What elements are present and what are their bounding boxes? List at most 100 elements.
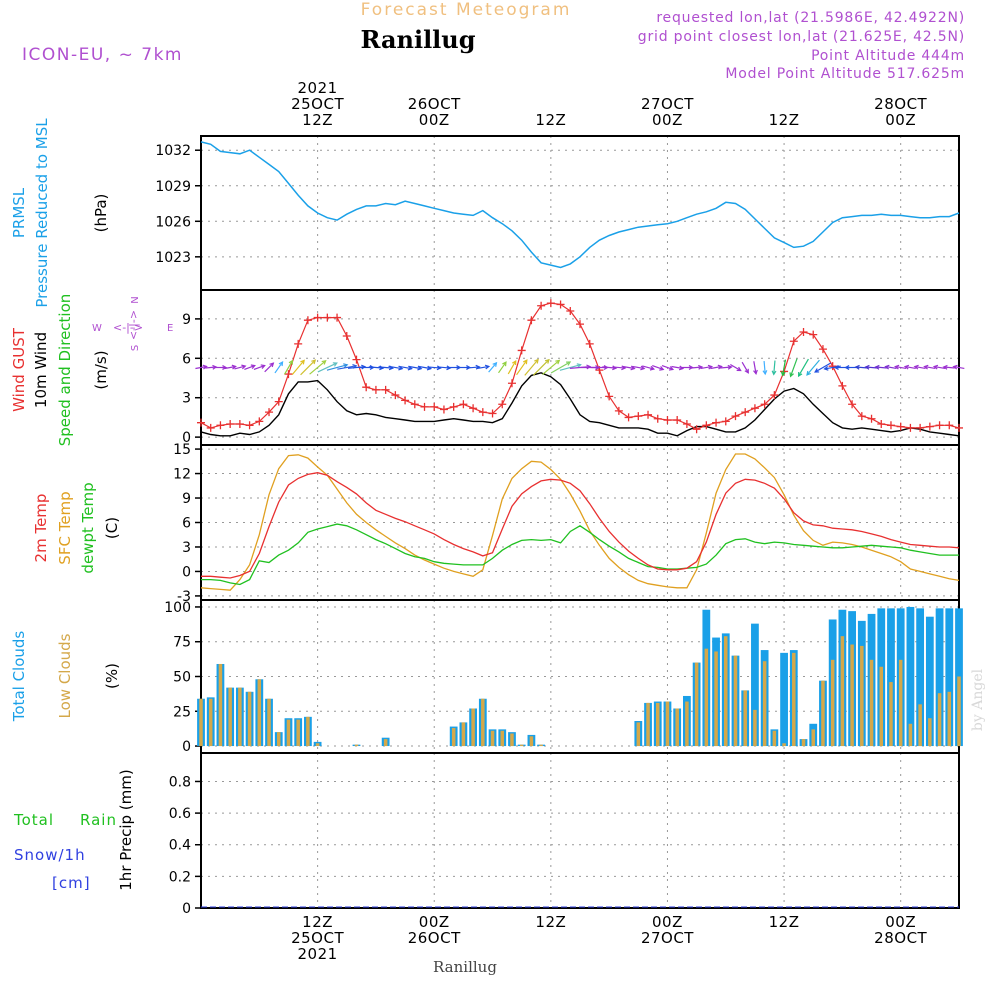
requested-coords: requested lon,lat (21.5986E, 42.4922N) (656, 10, 965, 26)
low-cloud-bar (918, 704, 922, 747)
gust-marker (721, 417, 730, 426)
wind-gust-label: Wind GUST (10, 327, 28, 412)
arrow-shaft (661, 364, 674, 371)
arrow-shaft (632, 365, 645, 370)
wind-direction-arrow (542, 359, 561, 376)
low-cloud-bar (898, 659, 903, 747)
arrow-head (250, 364, 256, 370)
wind-direction-arrow (797, 358, 809, 378)
arrow-head (640, 365, 646, 371)
compass-rose: W E <-|-> N S <-|-> (92, 296, 173, 351)
arrow-head (202, 364, 208, 370)
arrow-head (659, 366, 665, 371)
wind-direction-arrow (894, 364, 907, 370)
arrow-head (780, 371, 786, 377)
dewpt-label: dewpt Temp (79, 482, 97, 573)
low-cloud-bar (461, 722, 466, 747)
compass-w: W (92, 323, 102, 334)
arrow-head (678, 365, 685, 371)
wind-direction-arrow (524, 358, 539, 376)
gust-marker (770, 391, 779, 400)
arrow-head (727, 364, 733, 370)
arrow-shaft (885, 365, 897, 370)
wind-direction-arrow (642, 365, 656, 371)
gust-marker (673, 416, 682, 425)
wind-ytick-label: 9 (182, 312, 191, 328)
arrow-head (744, 368, 749, 374)
gust-marker (682, 419, 691, 428)
arrow-head (736, 366, 742, 372)
low-cloud-bar (451, 727, 456, 747)
celsius-label: (C) (103, 517, 121, 539)
arrow-shaft (488, 362, 497, 373)
prmsl-label: PRMSL (10, 187, 28, 238)
top-tick-label: 00Z (885, 111, 916, 129)
gust-marker (605, 392, 614, 401)
grid-coords: grid point closest lon,lat (21.625E, 42.… (638, 29, 965, 45)
gust-marker (877, 419, 886, 428)
gust-marker (362, 383, 371, 392)
wind-direction-arrow (516, 359, 528, 376)
low-cloud-bar (762, 661, 767, 747)
total-cloud-bar (945, 608, 954, 747)
wind-direction-arrow (700, 364, 714, 370)
compass-n: N (130, 296, 141, 303)
low-cloud-bar (685, 701, 689, 747)
pressure-ytick-label: 1029 (155, 179, 191, 195)
wind-direction-arrow (326, 363, 349, 371)
gust-marker (274, 397, 283, 406)
bottom-tick-label: 00Z (885, 913, 916, 931)
arrow-shaft (244, 365, 256, 370)
wind-direction-arrow (234, 364, 247, 370)
gust-marker (546, 299, 555, 308)
arrow-shaft (507, 360, 517, 375)
clouds-ytick-label: 50 (173, 670, 191, 686)
wind-direction-arrow (488, 361, 498, 373)
wind-direction-arrow (632, 365, 646, 371)
wind-direction-arrow (205, 364, 218, 370)
gust-marker (342, 331, 351, 340)
top-tick-label: 12Z (302, 111, 333, 129)
gust-marker (459, 400, 468, 409)
bottom-tick-label: 26OCT (408, 929, 461, 947)
wind-10m-label: 10m Wind (32, 332, 50, 408)
wind-direction-arrow (789, 358, 798, 378)
temp-ytick-label: 9 (182, 491, 191, 507)
low-cloud-bar (267, 698, 271, 747)
precip-ytick-label: 0.2 (169, 869, 191, 885)
wind-ytick-label: 3 (182, 391, 191, 407)
wind-direction-arrow (317, 362, 338, 373)
arrow-shaft (408, 365, 422, 370)
low-cloud-bar (655, 702, 660, 747)
arrow-shaft (337, 365, 357, 370)
arrow-shaft (300, 359, 316, 376)
wind-direction-arrow (806, 359, 820, 376)
gust-marker (430, 402, 439, 411)
gust-marker (585, 339, 594, 348)
arrow-shaft (291, 360, 305, 375)
arrow-head (823, 365, 829, 371)
low-cloud-bar (218, 663, 223, 747)
bottom-tick-label: 12Z (302, 913, 333, 931)
arrow-shaft (378, 366, 393, 369)
precip-mm-label: 1hr Precip (mm) (117, 769, 135, 890)
arrow-shaft (895, 365, 907, 370)
top-tick-label: 27OCT (641, 95, 694, 113)
gust-marker (469, 404, 478, 413)
gust-marker (410, 400, 419, 409)
arrow-head (833, 365, 839, 370)
arrow-head (649, 365, 656, 371)
gust-marker (741, 408, 750, 417)
wind-direction-arrow (710, 364, 723, 370)
top-tick-label: 25OCT (291, 95, 344, 113)
arrow-shaft (195, 365, 207, 370)
arrow-head (321, 359, 327, 365)
temp-ytick-label: -3 (177, 589, 191, 605)
gust-marker (197, 418, 205, 427)
low-cloud-bar (947, 691, 952, 747)
arrow-head (854, 364, 860, 370)
arrow-head (576, 363, 582, 368)
arrow-head (844, 365, 850, 370)
